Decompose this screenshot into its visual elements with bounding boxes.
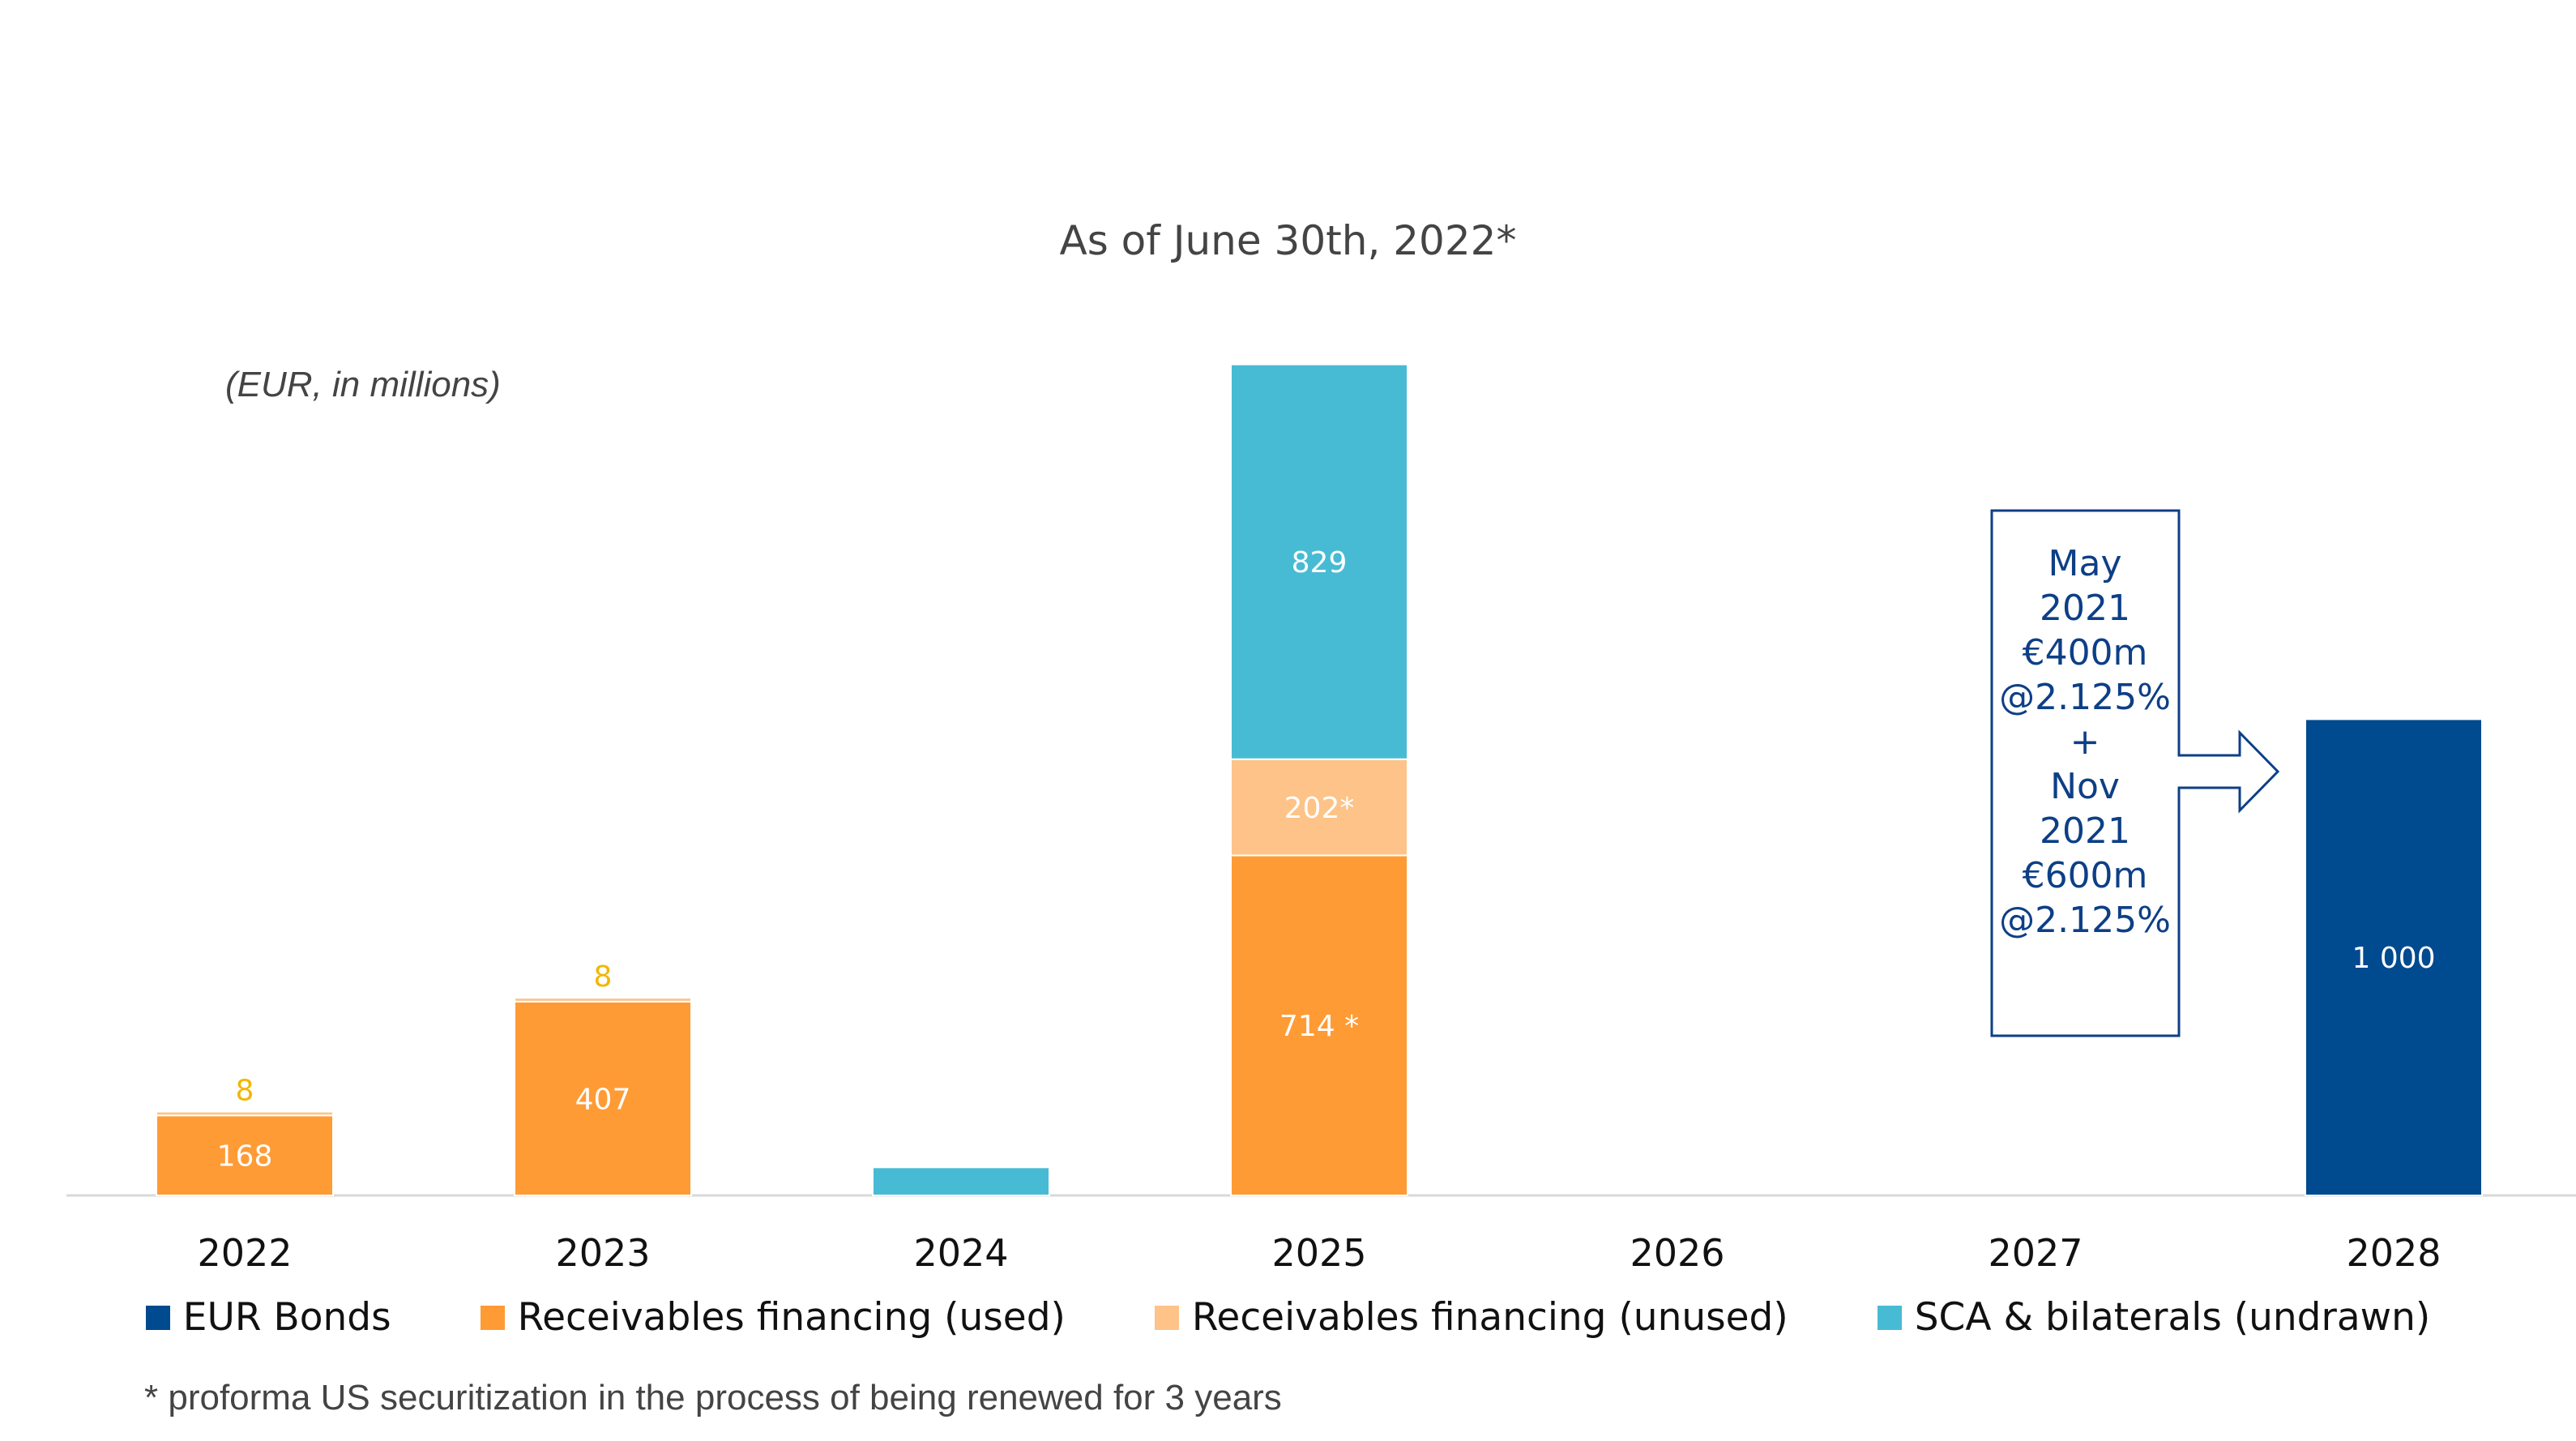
- bar-2024-series-3: [872, 1166, 1050, 1196]
- callout-line-4: +: [2070, 721, 2100, 763]
- legend-label-0: EUR Bonds: [182, 1295, 391, 1340]
- callout-line-6: 2021: [2040, 810, 2130, 852]
- bar-2022-series-2: [156, 1110, 334, 1117]
- data-label-2023-series-1: 407: [575, 1083, 631, 1116]
- callout-line-2: €400m: [2022, 632, 2148, 673]
- data-label-2025-series-1: 714 *: [1279, 1010, 1359, 1043]
- legend-swatch-1: [480, 1305, 505, 1330]
- bar-2028-series-0: [2305, 718, 2483, 1196]
- legend-label-3: SCA & bilaterals (undrawn): [1914, 1295, 2431, 1340]
- data-label-2022-series-2: 8: [236, 1075, 254, 1108]
- x-tick-label-2025: 2025: [1271, 1231, 1366, 1275]
- callout-line-5: Nov: [2050, 766, 2120, 807]
- bar-2023-series-2: [514, 997, 692, 1003]
- callout-text: May 2021 €400m @2.125% + Nov 2021 €600m @2.125%: [1992, 541, 2178, 943]
- legend-item-3: SCA & bilaterals (undrawn): [1877, 1295, 2431, 1340]
- x-tick-label-2027: 2027: [1988, 1231, 2083, 1275]
- units-note: (EUR, in millions): [225, 365, 501, 404]
- x-tick-label-2023: 2023: [555, 1231, 650, 1275]
- data-label-2025-series-2: 202*: [1284, 792, 1355, 825]
- bar-2022-series-1: [156, 1114, 334, 1196]
- bar-2025-series-2: [1230, 758, 1408, 857]
- bond-callout: May 2021 €400m @2.125% + Nov 2021 €600m @2.125%: [1990, 509, 2280, 1037]
- legend-swatch-2: [1154, 1305, 1179, 1330]
- legend-item-2: Receivables financing (unused): [1154, 1295, 1788, 1340]
- chart-footnote: * proforma US securitization in the proc…: [144, 1378, 1282, 1417]
- legend-item-0: EUR Bonds: [145, 1295, 391, 1340]
- data-label-2022-series-1: 168: [217, 1140, 273, 1174]
- data-label-2023-series-2: 8: [594, 960, 613, 994]
- callout-line-8: @2.125%: [1999, 900, 2171, 941]
- data-label-2028-series-0: 1 000: [2352, 942, 2435, 975]
- x-tick-label-2028: 2028: [2346, 1231, 2441, 1275]
- data-label-2025-series-3: 829: [1292, 546, 1348, 579]
- x-tick-label-2022: 2022: [197, 1231, 292, 1275]
- bar-2025-series-1: [1230, 854, 1408, 1196]
- callout-line-0: May: [2048, 543, 2122, 584]
- callout-line-7: €600m: [2022, 855, 2148, 896]
- chart-legend: EUR Bonds Receivables financing (used) Rec…: [0, 1295, 2576, 1340]
- x-tick-label-2026: 2026: [1630, 1231, 1724, 1275]
- legend-label-2: Receivables financing (unused): [1191, 1295, 1788, 1340]
- legend-swatch-3: [1877, 1305, 1902, 1330]
- data-label-2024-series-3: 59: [942, 1130, 980, 1163]
- legend-item-1: Receivables financing (used): [480, 1295, 1066, 1340]
- bar-2025-series-3: [1230, 363, 1408, 760]
- legend-label-1: Receivables financing (used): [517, 1295, 1066, 1340]
- callout-arrow-shape: [1990, 509, 2280, 1037]
- callout-line-1: 2021: [2040, 588, 2130, 629]
- x-tick-label-2024: 2024: [913, 1231, 1008, 1275]
- chart-title: As of June 30th, 2022*: [1059, 217, 1517, 264]
- callout-line-3: @2.125%: [1999, 677, 2171, 718]
- legend-swatch-0: [145, 1305, 170, 1330]
